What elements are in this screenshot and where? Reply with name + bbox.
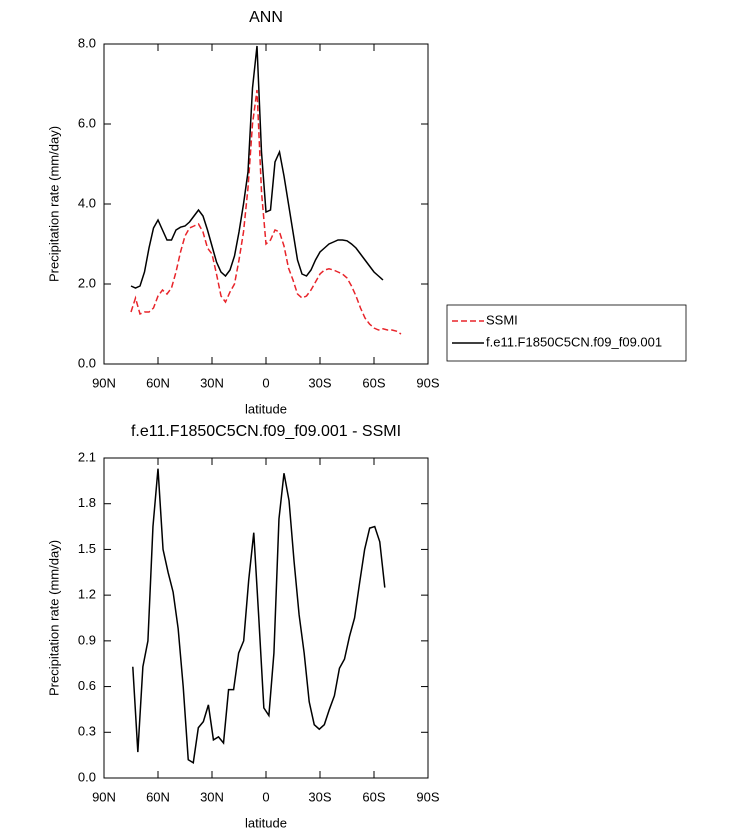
x-tick-label: 60S [362,375,385,390]
legend-label: SSMI [486,312,518,327]
x-tick-label: 0 [262,789,269,804]
x-tick-label: 30N [200,789,224,804]
y-tick-label: 1.5 [78,541,96,556]
x-tick-label: 90N [92,789,116,804]
y-tick-label: 8.0 [78,35,96,50]
x-tick-label: 30S [308,375,331,390]
legend-box [446,304,687,362]
x-tick-label: 90S [416,789,439,804]
y-axis-label: Precipitation rate (mm/day) [46,126,61,282]
y-tick-label: 6.0 [78,115,96,130]
x-tick-label: 60S [362,789,385,804]
x-tick-label: 60N [146,375,170,390]
y-axis-label: Precipitation rate (mm/day) [46,540,61,696]
x-tick-label: 0 [262,375,269,390]
y-tick-label: 4.0 [78,195,96,210]
x-tick-label: 90S [416,375,439,390]
data-line [130,45,384,289]
y-tick-label: 1.2 [78,587,96,602]
x-tick-label: 30S [308,789,331,804]
y-tick-label: 0.3 [78,724,96,739]
x-axis-label: latitude [245,815,287,830]
data-line [130,89,402,335]
plot-frame [103,43,429,365]
y-tick-label: 0.0 [78,769,96,784]
y-tick-label: 1.8 [78,495,96,510]
y-tick-label: 0.9 [78,632,96,647]
y-tick-label: 0.0 [78,355,96,370]
y-tick-label: 2.0 [78,275,96,290]
plot-frame [103,457,429,779]
legend-label: f.e11.F1850C5CN.f09_f09.001 [486,334,662,349]
x-tick-label: 90N [92,375,116,390]
y-tick-label: 0.6 [78,678,96,693]
data-line [132,468,386,764]
x-tick-label: 60N [146,789,170,804]
x-tick-label: 30N [200,375,224,390]
x-axis-label: latitude [245,401,287,416]
chart-title: ANN [249,9,283,26]
y-tick-label: 2.1 [78,449,96,464]
chart-title: f.e11.F1850C5CN.f09_f09.001 - SSMI [131,423,401,440]
